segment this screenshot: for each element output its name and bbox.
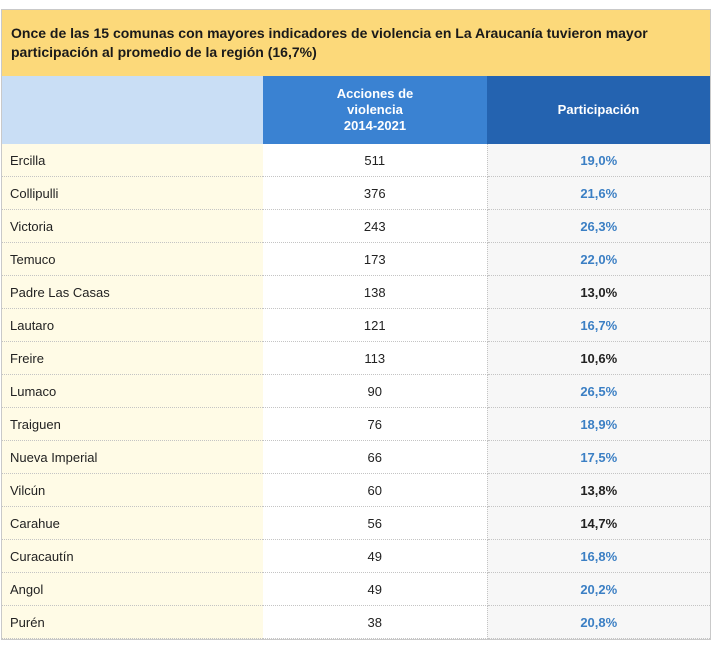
comuna-cell: Nueva Imperial: [2, 440, 263, 474]
acciones-cell: 49: [263, 572, 488, 606]
data-table: Acciones de violencia 2014-2021 Participac…: [2, 76, 710, 639]
table-row: Carahue 56 14,7%: [2, 506, 710, 540]
participacion-cell: 13,8%: [487, 473, 710, 507]
comuna-cell: Purén: [2, 605, 263, 639]
acciones-cell: 113: [263, 341, 488, 375]
participacion-cell: 20,8%: [487, 605, 710, 639]
table-row: Ercilla 511 19,0%: [2, 144, 710, 177]
comuna-cell: Ercilla: [2, 144, 263, 177]
acciones-cell: 66: [263, 440, 488, 474]
participacion-cell: 26,5%: [487, 374, 710, 408]
table-row: Lumaco 90 26,5%: [2, 374, 710, 408]
comuna-cell: Traiguen: [2, 407, 263, 441]
participacion-cell: 19,0%: [487, 144, 710, 177]
comuna-cell: Freire: [2, 341, 263, 375]
participacion-cell: 21,6%: [487, 176, 710, 210]
table-row: Angol 49 20,2%: [2, 572, 710, 606]
header-row: Acciones de violencia 2014-2021 Participac…: [2, 76, 710, 144]
header-participacion: Participación: [487, 76, 710, 144]
participacion-cell: 26,3%: [487, 209, 710, 243]
acciones-cell: 173: [263, 242, 488, 276]
acciones-cell: 38: [263, 605, 488, 639]
table-row: Temuco 173 22,0%: [2, 242, 710, 276]
comuna-cell: Angol: [2, 572, 263, 606]
participacion-cell: 13,0%: [487, 275, 710, 309]
table-row: Curacautín 49 16,8%: [2, 539, 710, 573]
table-row: Lautaro 121 16,7%: [2, 308, 710, 342]
comuna-cell: Temuco: [2, 242, 263, 276]
participacion-cell: 18,9%: [487, 407, 710, 441]
acciones-cell: 511: [263, 144, 488, 177]
participacion-cell: 22,0%: [487, 242, 710, 276]
acciones-cell: 376: [263, 176, 488, 210]
acciones-cell: 121: [263, 308, 488, 342]
header-comuna: [2, 76, 263, 144]
participacion-cell: 20,2%: [487, 572, 710, 606]
table-row: Nueva Imperial 66 17,5%: [2, 440, 710, 474]
comuna-cell: Lautaro: [2, 308, 263, 342]
table-row: Collipulli 376 21,6%: [2, 176, 710, 210]
table-row: Purén 38 20,8%: [2, 605, 710, 639]
participacion-cell: 16,7%: [487, 308, 710, 342]
participacion-cell: 17,5%: [487, 440, 710, 474]
participacion-cell: 10,6%: [487, 341, 710, 375]
acciones-cell: 60: [263, 473, 488, 507]
table-body: Ercilla 511 19,0% Collipulli 376 21,6% Victori…: [2, 144, 710, 639]
table-row: Padre Las Casas 138 13,0%: [2, 275, 710, 309]
chart-container: Once de las 15 comunas con mayores indic…: [1, 9, 711, 640]
acciones-cell: 243: [263, 209, 488, 243]
comuna-cell: Vilcún: [2, 473, 263, 507]
acciones-cell: 90: [263, 374, 488, 408]
acciones-cell: 138: [263, 275, 488, 309]
comuna-cell: Collipulli: [2, 176, 263, 210]
header-acciones: Acciones de violencia 2014-2021: [263, 76, 487, 144]
table-row: Traiguen 76 18,9%: [2, 407, 710, 441]
table-row: Victoria 243 26,3%: [2, 209, 710, 243]
acciones-cell: 76: [263, 407, 488, 441]
table-row: Freire 113 10,6%: [2, 341, 710, 375]
participacion-cell: 16,8%: [487, 539, 710, 573]
comuna-cell: Padre Las Casas: [2, 275, 263, 309]
acciones-cell: 49: [263, 539, 488, 573]
comuna-cell: Victoria: [2, 209, 263, 243]
table-row: Vilcún 60 13,8%: [2, 473, 710, 507]
participacion-cell: 14,7%: [487, 506, 710, 540]
comuna-cell: Curacautín: [2, 539, 263, 573]
chart-title: Once de las 15 comunas con mayores indic…: [2, 10, 710, 76]
comuna-cell: Carahue: [2, 506, 263, 540]
acciones-cell: 56: [263, 506, 488, 540]
comuna-cell: Lumaco: [2, 374, 263, 408]
